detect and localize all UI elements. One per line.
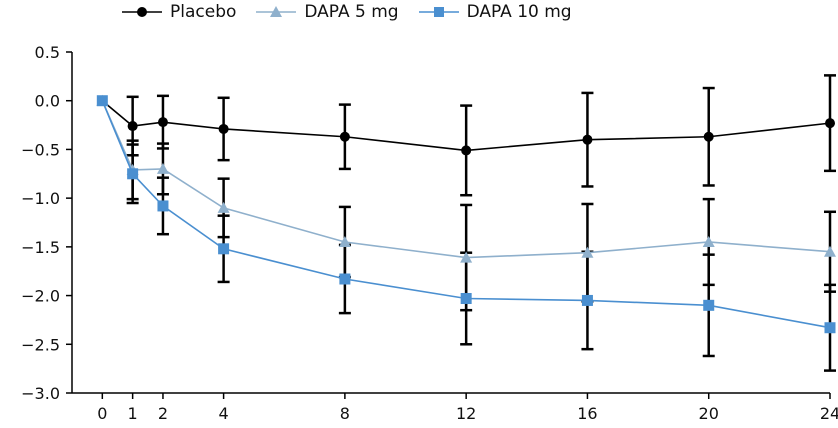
data-point-dapa-5-mg [338,235,351,247]
data-point-placebo [582,134,593,145]
data-point-dapa-10-mg [703,299,715,311]
data-point-dapa-10-mg [460,292,472,304]
y-tick-label: −2.5 [21,335,60,354]
y-tick-label: 0.0 [35,92,60,111]
data-point-dapa-5-mg [581,246,594,258]
x-tick-label: 4 [219,404,229,423]
x-tick-label: 16 [577,404,597,423]
data-point-dapa-5-mg [702,235,715,247]
x-tick-label: 2 [158,404,168,423]
data-point-dapa-10-mg [218,243,230,255]
data-point-dapa-10-mg [339,273,351,285]
y-tick-label: −1.5 [21,238,60,257]
legend-item-dapa-5mg: DAPA 5 mg [254,2,399,22]
data-point-dapa-10-mg [157,200,169,212]
chart-legend: Placebo DAPA 5 mg DAPA 10 mg [120,2,590,22]
data-point-placebo [703,131,714,142]
y-tick-label: −0.5 [21,140,60,159]
x-tick-label: 12 [456,404,476,423]
data-point-dapa-5-mg [217,201,230,213]
legend-swatch-placebo [122,7,162,17]
data-point-dapa-5-mg [156,162,169,174]
legend-label-placebo: Placebo [170,2,237,22]
legend-swatch-dapa-5mg [256,6,297,17]
data-point-dapa-10-mg [127,168,139,180]
y-tick-label: −2.0 [21,287,60,306]
data-point-placebo [218,123,229,134]
data-point-dapa-5-mg [824,245,836,257]
x-tick-label: 0 [97,404,107,423]
y-tick-label: −3.0 [21,384,60,403]
data-point-placebo [461,145,472,156]
data-point-placebo [339,131,350,142]
data-point-placebo [157,117,168,128]
x-tick-label: 24 [820,404,838,423]
data-point-dapa-10-mg [96,95,108,107]
x-tick-label: 1 [128,404,138,423]
legend-label-dapa-5mg: DAPA 5 mg [304,2,399,22]
data-point-placebo [825,118,835,129]
data-point-dapa-10-mg [824,322,836,334]
y-tick-label: 0.5 [35,43,60,62]
legend-label-dapa-10mg: DAPA 10 mg [466,2,572,22]
y-tick-label: −1.0 [21,189,60,208]
x-tick-label: 20 [699,404,719,423]
legend-item-dapa-10mg: DAPA 10 mg [417,2,572,22]
legend-item-placebo: Placebo [120,2,236,22]
data-point-placebo [127,121,138,132]
legend-swatch-dapa-10mg [418,7,459,17]
data-point-dapa-5-mg [460,251,473,263]
data-point-dapa-10-mg [581,294,593,306]
x-tick-label: 8 [340,404,350,423]
